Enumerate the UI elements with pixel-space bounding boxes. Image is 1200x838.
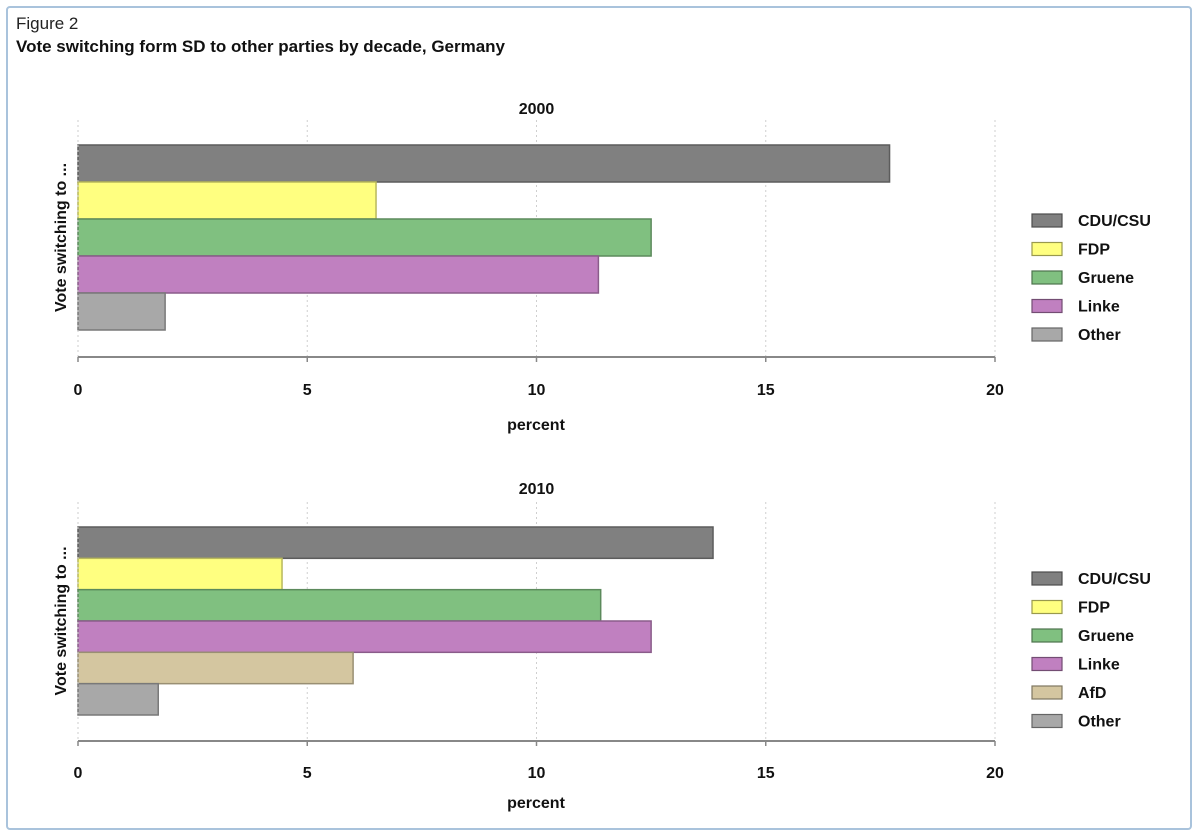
x-tick-label: 10 bbox=[528, 765, 546, 782]
x-tick-label: 15 bbox=[757, 382, 775, 399]
legend-label: FDP bbox=[1078, 600, 1110, 617]
legend-swatch bbox=[1031, 327, 1063, 342]
bar-cducsu bbox=[77, 144, 891, 183]
bar-linke bbox=[77, 255, 600, 294]
x-tick-label: 0 bbox=[74, 382, 83, 399]
legend-label: Other bbox=[1078, 327, 1121, 344]
legend-swatch bbox=[1031, 656, 1063, 672]
figure-frame bbox=[6, 6, 1192, 830]
legend-swatch bbox=[1031, 599, 1063, 615]
x-tick-label: 5 bbox=[303, 382, 312, 399]
x-tick-label: 15 bbox=[757, 765, 775, 782]
legend-label: FDP bbox=[1078, 242, 1110, 259]
bar-other bbox=[77, 292, 166, 331]
legend-swatch bbox=[1031, 628, 1063, 643]
legend-swatch bbox=[1031, 298, 1063, 314]
bar-fdp bbox=[77, 181, 377, 220]
y-axis-label: Vote switching to ... bbox=[53, 546, 70, 695]
panel-title: 2000 bbox=[519, 101, 555, 118]
figure-label: Figure 2 bbox=[16, 14, 79, 33]
legend-label: Linke bbox=[1078, 299, 1120, 316]
legend-label: Gruene bbox=[1078, 270, 1134, 287]
legend-swatch bbox=[1031, 571, 1063, 586]
figure-title: Vote switching form SD to other parties … bbox=[16, 37, 506, 56]
chart-panel-2010: 2010 0 5 10 15 20 percent Vote switching to ...… bbox=[53, 481, 1151, 812]
bar-fdp bbox=[77, 557, 283, 591]
x-tick-label: 10 bbox=[528, 382, 546, 399]
bar-linke bbox=[77, 620, 652, 654]
bar-other bbox=[77, 682, 159, 716]
bar-afd bbox=[77, 651, 354, 685]
legend-swatch bbox=[1031, 713, 1063, 729]
x-tick-label: 5 bbox=[303, 765, 312, 782]
legend-swatch bbox=[1031, 241, 1063, 257]
x-axis-label: percent bbox=[507, 417, 565, 434]
y-axis-label: Vote switching to ... bbox=[53, 163, 70, 312]
legend-label: CDU/CSU bbox=[1078, 571, 1151, 588]
legend-label: Linke bbox=[1078, 657, 1120, 674]
legend-swatch bbox=[1031, 213, 1063, 228]
chart-panel-2000: 2000 0 5 10 15 20 percent Vote switching to ...… bbox=[53, 101, 1151, 434]
legend-swatch bbox=[1031, 270, 1063, 285]
x-tick-label: 20 bbox=[986, 765, 1004, 782]
bar-gruene bbox=[77, 218, 652, 257]
bar-cducsu bbox=[77, 526, 714, 560]
x-tick-label: 0 bbox=[74, 765, 83, 782]
legend-label: Gruene bbox=[1078, 628, 1134, 645]
legend-label: AfD bbox=[1078, 685, 1106, 702]
x-axis-label: percent bbox=[507, 795, 565, 812]
x-tick-label: 20 bbox=[986, 382, 1004, 399]
bar-gruene bbox=[77, 588, 602, 622]
legend-label: Other bbox=[1078, 714, 1121, 731]
panel-title: 2010 bbox=[519, 481, 555, 498]
legend-label: CDU/CSU bbox=[1078, 213, 1151, 230]
legend-swatch bbox=[1031, 685, 1063, 700]
